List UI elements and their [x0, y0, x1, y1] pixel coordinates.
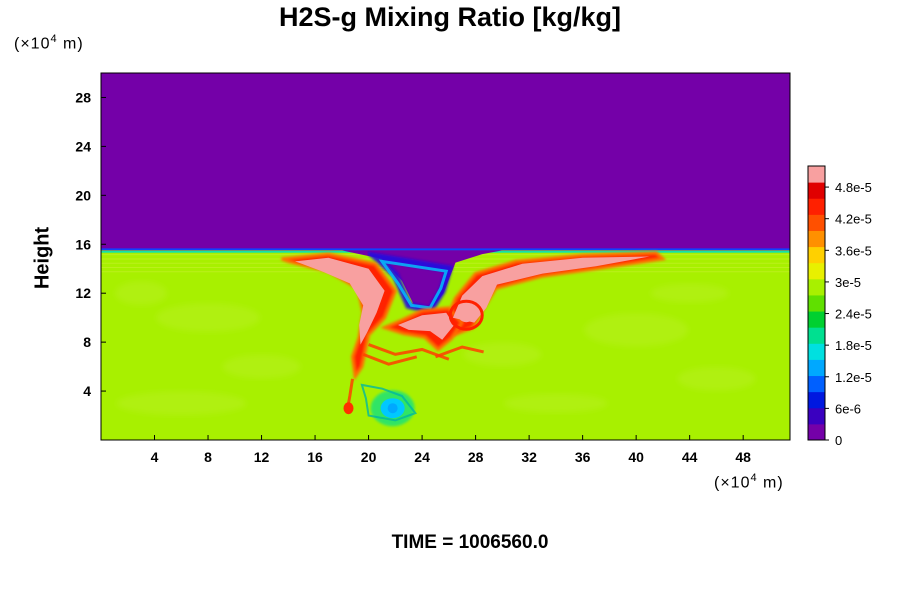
- y-tick-label: 24: [75, 138, 91, 154]
- field-patch: [584, 313, 689, 347]
- vortex-right-core: [458, 308, 475, 323]
- x-unit-base: (×10: [714, 474, 751, 492]
- upper-layer: [101, 73, 790, 251]
- x-tick-label: 8: [204, 449, 212, 465]
- colorbar-tick-label: 3e-5: [835, 275, 861, 290]
- colorbar-segment: [808, 262, 825, 280]
- colorbar-segment: [808, 391, 825, 409]
- plot-frame: [100, 72, 791, 441]
- colorbar-tick-label: 1.8e-5: [835, 338, 872, 353]
- x-tick-label: 12: [254, 449, 270, 465]
- y-tick-label: 20: [75, 187, 91, 203]
- plume-drip: [343, 402, 354, 415]
- colorbar-segment: [808, 359, 825, 377]
- field-patch: [650, 283, 729, 303]
- time-annotation: TIME = 1006560.0: [391, 532, 549, 553]
- x-axis-unit: (×104 m): [714, 472, 784, 492]
- x-tick-label: 16: [307, 449, 323, 465]
- colorbar-segment: [808, 246, 825, 264]
- field-patch: [115, 281, 168, 306]
- x-tick-label: 48: [735, 449, 751, 465]
- colorbar-segment: [808, 327, 825, 344]
- y-unit-exponent: 4: [50, 33, 58, 45]
- x-tick-label: 32: [521, 449, 537, 465]
- field-patch: [677, 366, 756, 391]
- x-unit-exponent: 4: [750, 472, 758, 484]
- field-patch: [463, 342, 542, 367]
- colorbar: 0 6e-6 1.2e-5 1.8e-5 2.4e-5 3e-5 3.6e-5 4.2e-5 4…: [807, 165, 872, 448]
- y-tick-label: 8: [83, 334, 91, 350]
- vortex-bottom-core: [387, 403, 398, 414]
- vortex-swirl: [360, 383, 418, 422]
- x-tick-label: 24: [414, 449, 430, 465]
- colorbar-tick-label: 0: [835, 433, 842, 448]
- colorbar-tick-label: 6e-6: [835, 401, 861, 416]
- x-tick-label: 36: [575, 449, 591, 465]
- colorbar-segment: [808, 230, 825, 248]
- field-patch: [503, 393, 608, 413]
- x-unit-suffix: m): [757, 474, 784, 492]
- colorbar-segment: [808, 343, 825, 360]
- colorbar-segment: [808, 182, 825, 199]
- colorbar-tick-label: 2.4e-5: [835, 307, 872, 322]
- y-tick-label: 4: [83, 383, 91, 399]
- x-tick-label: 44: [682, 449, 698, 465]
- x-tick-label: 20: [361, 449, 377, 465]
- y-axis-unit: (×104 m): [14, 33, 84, 53]
- colorbar-frame: [807, 165, 826, 441]
- colorbar-segment: [808, 214, 825, 231]
- plume-filament: [362, 352, 418, 366]
- colorbar-segment: [808, 311, 825, 328]
- colorbar-segment: [808, 166, 825, 183]
- plume-filament: [434, 345, 484, 359]
- y-tick-label: 28: [75, 89, 91, 105]
- y-unit-suffix: m): [57, 35, 84, 53]
- colorbar-segment: [808, 423, 825, 441]
- x-tick-label: 4: [151, 449, 159, 465]
- colorbar-segment: [808, 198, 825, 215]
- field-patch: [156, 303, 261, 333]
- colorbar-segment: [808, 294, 825, 312]
- colorbar-tick-label: 1.2e-5: [835, 370, 872, 385]
- heatmap-field: [101, 73, 790, 440]
- chart-title: H2S-g Mixing Ratio [kg/kg]: [278, 2, 621, 32]
- field-patch: [222, 354, 301, 379]
- plume-right-core: [452, 256, 650, 323]
- colorbar-tick-label: 4.8e-5: [835, 180, 872, 195]
- x-tick-label: 40: [628, 449, 644, 465]
- crater-rim-cyan: [378, 259, 449, 310]
- plume-left-core: [295, 257, 385, 345]
- x-tick-label: 28: [468, 449, 484, 465]
- plume-filament: [368, 343, 450, 361]
- colorbar-segment: [808, 278, 825, 296]
- plume-center-core: [398, 312, 455, 340]
- y-tick-label: 12: [75, 285, 91, 301]
- colorbar-segment: [808, 407, 825, 425]
- vortex-right: [448, 299, 484, 331]
- crater-upper: [341, 250, 503, 312]
- colorbar-tick-label: 4.2e-5: [835, 212, 872, 227]
- field-patch: [116, 391, 247, 416]
- y-tick-label: 16: [75, 236, 91, 252]
- colorbar-segment: [808, 375, 825, 393]
- y-unit-base: (×10: [14, 35, 51, 53]
- colorbar-tick-label: 3.6e-5: [835, 243, 872, 258]
